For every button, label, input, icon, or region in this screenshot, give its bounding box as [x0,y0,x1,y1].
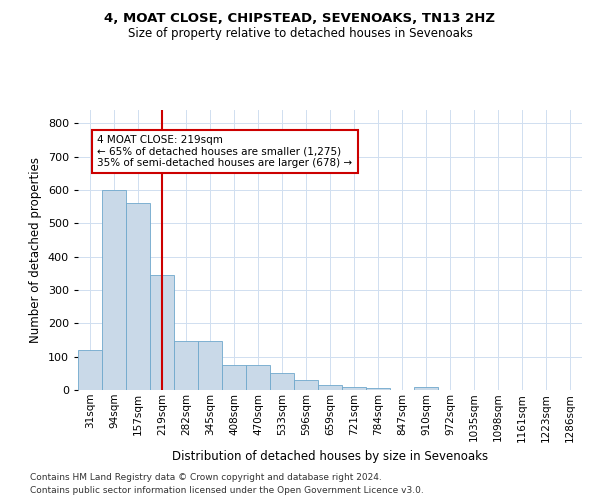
X-axis label: Distribution of detached houses by size in Sevenoaks: Distribution of detached houses by size … [172,450,488,463]
Bar [366,388,390,390]
Bar [294,380,318,390]
Text: 4, MOAT CLOSE, CHIPSTEAD, SEVENOAKS, TN13 2HZ: 4, MOAT CLOSE, CHIPSTEAD, SEVENOAKS, TN1… [104,12,496,26]
Text: Size of property relative to detached houses in Sevenoaks: Size of property relative to detached ho… [128,28,472,40]
Text: Contains HM Land Registry data © Crown copyright and database right 2024.: Contains HM Land Registry data © Crown c… [30,474,382,482]
Bar [198,340,222,390]
Y-axis label: Number of detached properties: Number of detached properties [29,157,42,343]
Text: 4 MOAT CLOSE: 219sqm
← 65% of detached houses are smaller (1,275)
35% of semi-de: 4 MOAT CLOSE: 219sqm ← 65% of detached h… [97,135,352,168]
Bar [270,374,294,390]
Bar [102,190,126,390]
Bar [246,365,270,390]
Bar [150,275,174,390]
Bar [174,340,198,390]
Bar [318,385,342,390]
Bar [222,365,246,390]
Bar [414,386,438,390]
Bar [126,204,150,390]
Bar [78,350,102,390]
Text: Contains public sector information licensed under the Open Government Licence v3: Contains public sector information licen… [30,486,424,495]
Bar [342,386,366,390]
